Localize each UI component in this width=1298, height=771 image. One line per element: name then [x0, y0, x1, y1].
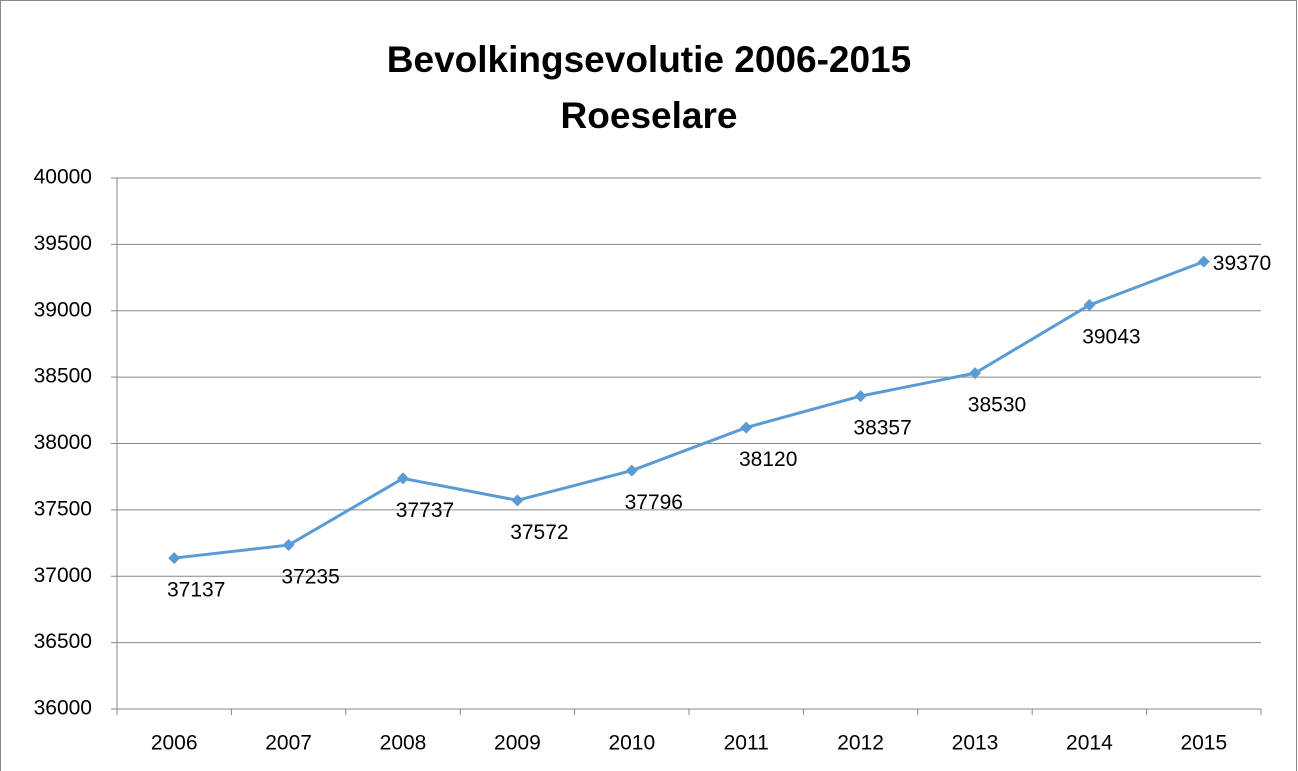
- point-marker: [168, 552, 181, 565]
- point-marker: [1083, 299, 1096, 312]
- y-tick-label: 36000: [34, 697, 92, 720]
- data-label: 37235: [281, 566, 339, 589]
- point-marker: [397, 472, 409, 485]
- y-tick-label: 37000: [34, 564, 92, 587]
- data-label: 37572: [510, 521, 568, 544]
- line: [174, 260, 1205, 560]
- data-label: 39043: [1082, 326, 1140, 349]
- x-tick-label: 2012: [837, 732, 884, 755]
- data-label: 38357: [853, 417, 911, 440]
- x-tick-label: 2010: [608, 732, 655, 755]
- y-tick-label: 40000: [34, 166, 92, 189]
- point-marker: [969, 367, 981, 380]
- y-tick-label: 38000: [34, 431, 92, 454]
- point-marker: [1197, 255, 1210, 268]
- x-tick-label: 2007: [265, 732, 312, 755]
- y-tick-label: 38500: [34, 365, 92, 388]
- chart-title: Bevolkingsevolutie 2006-2015: [387, 39, 911, 80]
- point-marker: [625, 464, 638, 477]
- x-tick-label: 2013: [952, 732, 999, 755]
- x-tick-label: 2009: [494, 732, 541, 755]
- y-tick-label: 37500: [34, 497, 92, 520]
- data-label: 39370: [1213, 252, 1271, 275]
- x-tick-label: 2006: [151, 732, 198, 755]
- data-label: 37737: [396, 499, 454, 522]
- data-label: 38120: [739, 448, 797, 471]
- x-tick-label: 2014: [1066, 732, 1113, 755]
- y-tick-label: 36500: [34, 630, 92, 653]
- chart-subtitle: Roeselare: [561, 95, 738, 136]
- x-tick-label: 2015: [1180, 732, 1227, 755]
- data-label: 38530: [968, 394, 1026, 417]
- point-marker: [854, 390, 867, 403]
- point-marker: [282, 539, 295, 552]
- y-tick-label: 39000: [34, 298, 92, 321]
- point-marker: [511, 494, 524, 507]
- point-marker: [740, 421, 753, 434]
- data-label: 37796: [625, 491, 683, 514]
- x-tick-label: 2008: [380, 732, 427, 755]
- x-tick-label: 2011: [724, 732, 769, 755]
- y-tick-label: 39500: [34, 232, 92, 255]
- data-label: 37137: [167, 579, 225, 602]
